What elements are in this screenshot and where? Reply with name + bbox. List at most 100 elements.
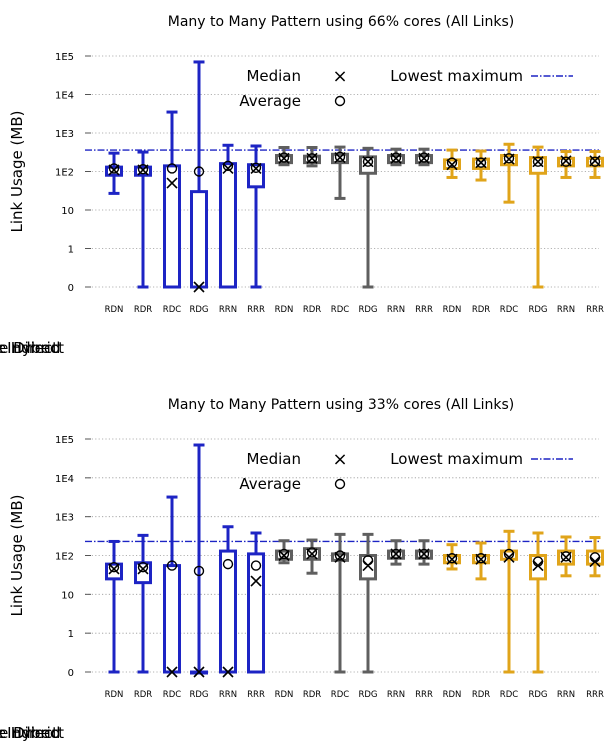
average-marker	[390, 152, 402, 163]
average-marker	[532, 156, 544, 167]
average-marker	[560, 156, 572, 167]
box-3	[190, 60, 208, 293]
median-marker	[446, 159, 458, 171]
average-marker	[137, 561, 149, 573]
average-marker	[108, 561, 120, 573]
box-10	[387, 539, 405, 566]
median-marker	[166, 177, 178, 189]
average-marker	[418, 152, 430, 163]
box-5	[247, 531, 265, 674]
average-marker	[503, 548, 515, 560]
box-0	[105, 539, 123, 674]
x-tick-label: RRN	[387, 690, 405, 700]
legend-average-symbol	[334, 478, 346, 490]
x-tick-label: RDR	[303, 690, 321, 700]
average-marker	[362, 156, 374, 167]
median-marker	[278, 549, 290, 562]
legend-median-label: Median	[246, 450, 301, 468]
box-3	[190, 443, 208, 678]
x-tick-label: RDG	[528, 305, 547, 315]
average-marker	[193, 166, 205, 177]
box-body	[219, 162, 237, 289]
x-tick-label: RRN	[219, 305, 237, 315]
box-1	[134, 533, 152, 674]
x-tick-label: RDG	[358, 690, 377, 700]
median-marker	[222, 162, 234, 175]
group-label-1: Adaptive Indirect	[0, 339, 64, 357]
y-tick-label: 1E4	[55, 91, 74, 102]
x-tick-label: RRR	[586, 690, 604, 700]
x-tick-label: RDN	[275, 305, 294, 315]
legend-lowest-max-label: Lowest maximum	[390, 67, 523, 85]
box-8	[331, 532, 349, 674]
median-marker	[137, 563, 149, 575]
average-marker	[137, 163, 149, 175]
box-13	[472, 149, 490, 182]
box-14	[500, 142, 518, 204]
legend-average-symbol	[334, 95, 346, 107]
average-marker	[418, 548, 430, 560]
median-marker	[250, 575, 262, 587]
average-marker	[108, 163, 120, 174]
y-tick-label: 1E4	[55, 474, 74, 485]
y-tick-label: 0	[68, 668, 74, 679]
average-marker	[475, 157, 487, 168]
average-marker	[589, 156, 601, 167]
y-tick-label: 1E2	[55, 168, 74, 179]
group-label-2: Adaptive Hybrid	[0, 724, 60, 742]
y-tick-label: 10	[61, 206, 74, 217]
y-tick-label: 1E3	[55, 513, 74, 524]
x-tick-label: RRR	[247, 690, 265, 700]
legend-median-symbol: ×	[332, 449, 347, 470]
x-tick-label: RDN	[105, 690, 124, 700]
average-marker	[560, 551, 572, 562]
box-body	[134, 165, 152, 177]
box-10	[387, 147, 405, 167]
average-marker	[446, 157, 458, 168]
box-body	[190, 190, 208, 289]
average-marker	[222, 160, 234, 172]
average-marker	[390, 548, 402, 560]
box-9	[359, 532, 377, 674]
median-marker	[306, 548, 318, 560]
y-tick-label: 0	[68, 283, 74, 294]
average-marker	[166, 560, 178, 571]
average-marker	[222, 558, 234, 570]
box-17	[586, 536, 604, 578]
x-tick-label: RDN	[443, 305, 462, 315]
box-8	[331, 145, 349, 200]
box-body	[557, 156, 575, 168]
chart-title-1: Many to Many Pattern using 33% cores (Al…	[168, 397, 514, 413]
average-marker	[589, 552, 601, 563]
box-17	[586, 150, 604, 179]
y-tick-label: 1E5	[55, 52, 74, 63]
average-marker	[278, 548, 290, 560]
box-15	[529, 531, 547, 674]
group-label-0: Adaptive Direct	[0, 339, 58, 357]
average-marker	[475, 553, 487, 564]
y-tick-label: 1E5	[55, 435, 74, 446]
y-axis-label-0: Link Usage (MB)	[8, 111, 26, 233]
average-marker	[166, 163, 178, 174]
x-tick-label: RDR	[472, 305, 490, 315]
x-tick-label: RDG	[358, 305, 377, 315]
x-tick-label: RRR	[586, 305, 604, 315]
x-tick-label: RRN	[219, 690, 237, 700]
average-marker	[250, 560, 262, 571]
box-body	[586, 156, 604, 168]
legend-median-label: Median	[246, 67, 301, 85]
x-tick-label: RDC	[500, 690, 518, 700]
median-marker	[334, 551, 346, 563]
y-tick-label: 1E2	[55, 552, 74, 563]
group-label-2: Adaptive Hybrid	[0, 339, 60, 357]
box-2	[163, 495, 181, 678]
x-tick-label: RDN	[443, 690, 462, 700]
average-marker	[446, 553, 458, 564]
average-marker	[278, 152, 290, 163]
median-marker	[193, 281, 205, 293]
median-marker	[166, 666, 178, 678]
median-marker	[193, 666, 205, 678]
y-axis-label-1: Link Usage (MB)	[8, 495, 26, 617]
